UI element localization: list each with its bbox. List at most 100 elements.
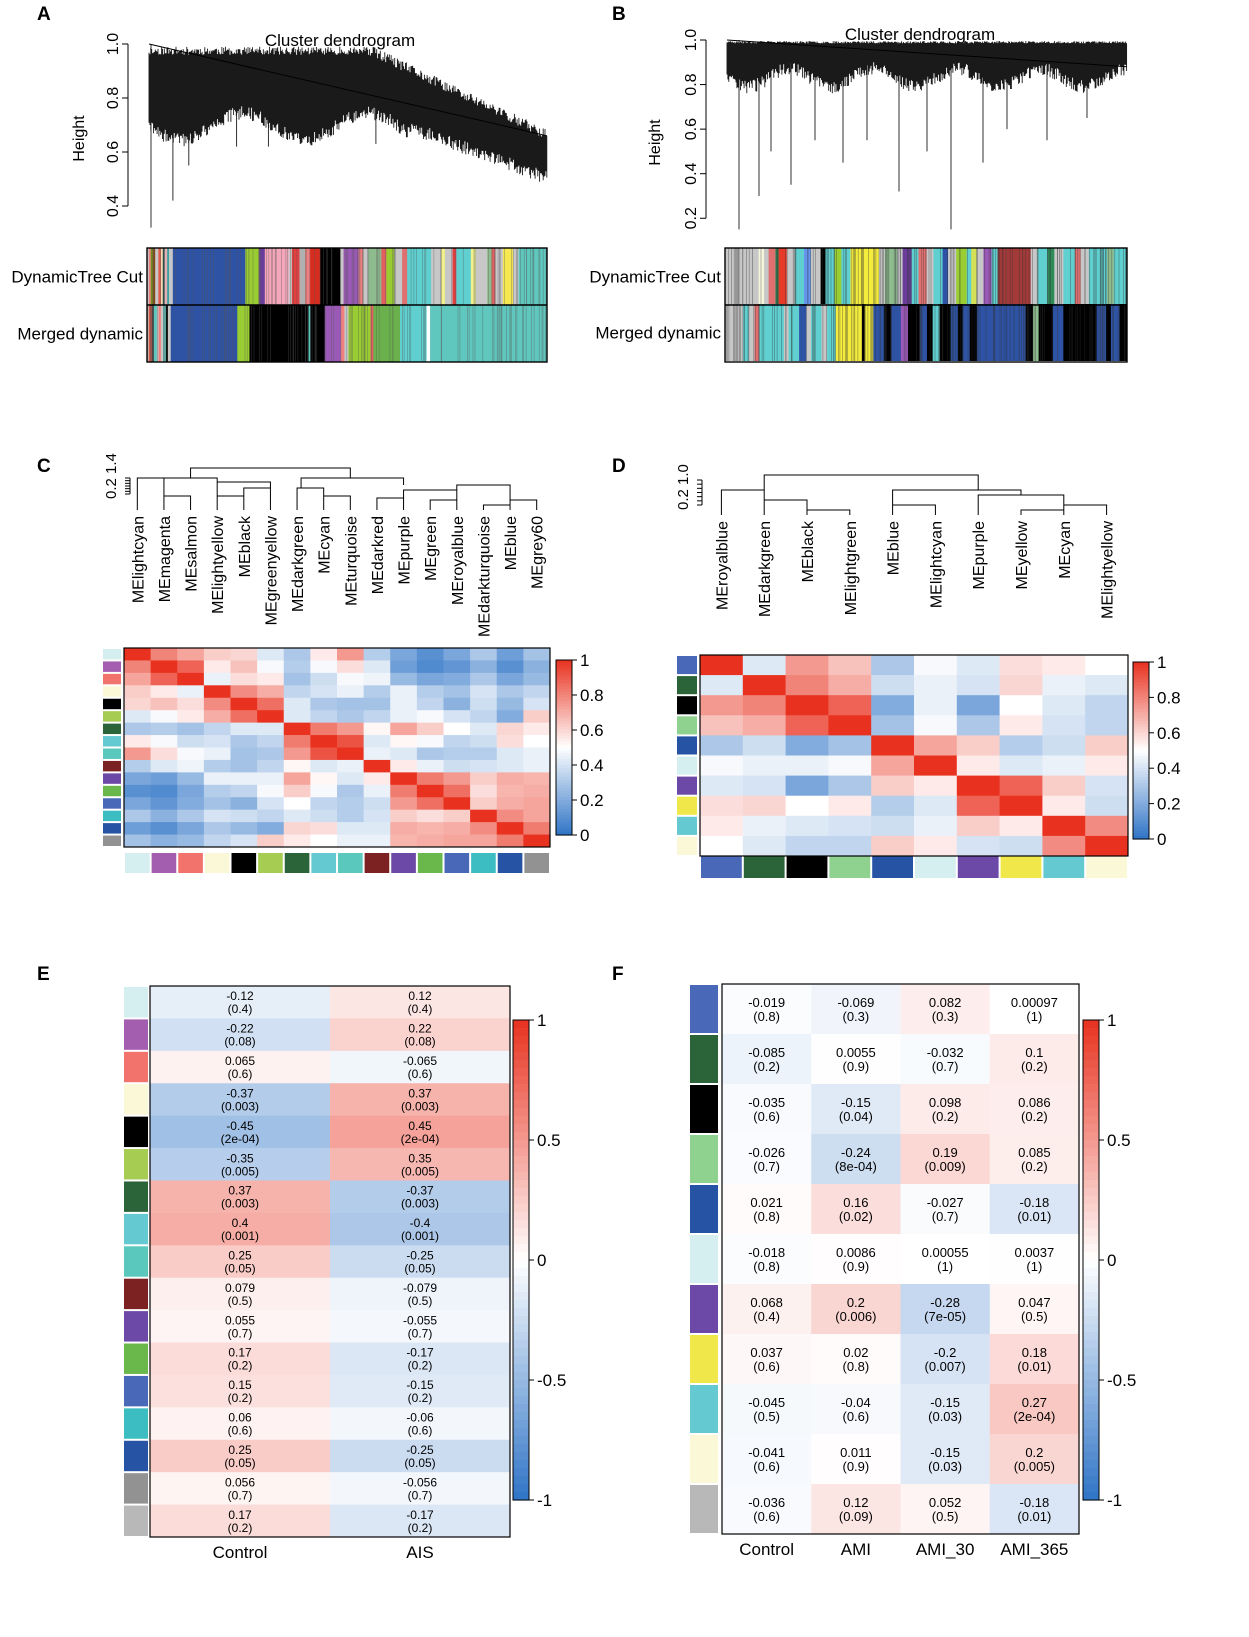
panel-C-row-color [103,723,121,735]
panel-E-colorbar-step [513,1460,529,1469]
panel-E-cell-pvalue: (0.6) [228,1424,253,1438]
panel-F-colorbar-step [1083,1316,1099,1325]
panel-C-row-color [103,649,121,660]
panel-F-cell-pvalue: (0.7) [753,1159,780,1174]
panel-F-cell-pvalue: (0.8) [753,1009,780,1024]
panel-C-heatmap-cell [470,672,498,686]
panel-E-column-label: AIS [406,1543,433,1562]
panel-D-colorbar-step [1133,800,1149,805]
panel-D-heatmap-cell [828,695,872,716]
panel-D-heatmap-cell [742,815,786,837]
panel-C-heatmap-cell [443,697,471,711]
panel-D-heatmap-cell [742,755,786,776]
panel-A-dynamic-row-segment [368,248,382,305]
panel-C-heatmap-cell [283,697,311,711]
panel-D-colorbar-step [1133,694,1149,698]
panel-B-dynamic-row-segment [1063,248,1076,305]
panel-D-heatmap-cell [914,675,958,696]
panel-B-merged-row-segment [891,304,902,361]
panel-D-heatmap-cell [785,715,829,736]
panel-F-cell-value: 0.021 [750,1195,783,1210]
panel-B-merged-row-segment [1038,304,1054,361]
panel-C-heatmap-cell [470,747,498,761]
panel-F-column-label: AMI_365 [1000,1540,1068,1559]
panel-D-heatmap-cell [914,755,958,776]
panel-C-colorbar-step [556,829,572,833]
panel-C-heatmap-cell [124,685,152,699]
panel-E-colorbar-step [513,1148,529,1157]
panel-E-colorbar-step [513,1188,529,1197]
panel-C-heatmap-cell [150,735,178,748]
panel-F-cell-pvalue: (0.6) [753,1459,780,1474]
panel-C-colorbar-step [556,697,572,702]
panel-B-merged-row-segment [962,304,971,361]
panel-C-colorbar-step [556,767,572,772]
panel-F-row-color [690,1185,718,1233]
panel-C-heatmap-cell [416,759,444,773]
panel-F-cell-pvalue: (0.8) [753,1259,780,1274]
panel-C-col-color [417,853,443,873]
panel-F-colorbar-step [1083,1404,1099,1413]
panel-C-heatmap-cell [230,735,258,748]
panel-A-dynamic-row-segment [402,248,408,305]
panel-D-heatmap-cell [700,835,744,857]
panel-C-heatmap-cell [337,759,365,773]
panel-C-heatmap-cell [257,722,285,736]
panel-E-colorbar-step [513,1476,529,1485]
panel-C-heatmap-cell [203,797,231,811]
panel-F-colorbar-step [1083,1484,1099,1493]
panel-C-heatmap-cell [390,822,418,835]
panel-B-dynamic-row-segment [810,248,822,305]
panel-A-dynamic-row-segment [169,248,174,305]
panel-B-dynamic-row-segment [850,248,880,305]
panel-C-heatmap-cell [177,834,205,848]
panel-F-colorbar-label: 0.5 [1107,1131,1131,1150]
panel-C-heatmap-cell [150,797,178,811]
panel-C-colorbar-step [556,738,572,743]
panel-D-heatmap-cell [700,795,744,817]
panel-D-heatmap-cell [700,735,744,756]
panel-B-dynamic-row-segment [966,248,972,305]
panel-B-merged-row-segment [1106,304,1112,361]
panel-F-cell-value: -0.2 [934,1345,956,1360]
panel-D-colorbar-step [1133,662,1149,666]
panel-C-heatmap-cell [203,809,231,823]
panel-B-merged-row-segment [932,304,941,361]
panel-C-heatmap-cell [150,685,178,699]
panel-E-cell-pvalue: (0.7) [228,1488,253,1502]
panel-F-cell-pvalue: (0.5) [753,1409,780,1424]
panel-E-colorbar-step [513,1316,529,1325]
panel-E-cell-value: -0.35 [226,1151,254,1165]
panel-E-cell-pvalue: (0.2) [408,1359,433,1373]
panel-C-colorbar-step [556,671,572,676]
panel-F-cell [722,1184,812,1235]
panel-E-frame [149,985,511,1538]
panel-C-colorbar-label: 0.4 [580,756,604,775]
panel-F-colorbar-step [1083,1028,1099,1037]
panel-F-colorbar-step [1083,1060,1099,1069]
panel-C-heatmap-cell [337,735,365,748]
panel-A-merged-row-segment [310,305,326,362]
panel-C-heatmap-cell [416,809,444,823]
panel-F-letter: F [612,964,624,985]
panel-E-colorbar-step [513,1332,529,1341]
panel-F-cell-pvalue: (0.9) [843,1059,870,1074]
panel-F-colorbar-step [1083,1052,1099,1061]
panel-D-heatmap-cell [999,675,1043,696]
panel-A-dynamic-row-segment [431,248,442,305]
panel-D-colorbar-step [1133,771,1149,775]
panel-C-heatmap-cell [363,672,391,686]
panel-D-colorbar-step [1133,688,1149,693]
panel-E-colorbar-step [513,1228,529,1237]
panel-D-col-color [1043,856,1085,878]
panel-C-heatmap-cell [203,822,231,835]
panel-D-colorbar-step [1133,744,1149,749]
panel-F-cell [722,1134,812,1185]
panel-D-colorbar-step [1133,715,1149,719]
panel-D-colorbar-step [1133,830,1149,834]
panel-D-heatmap-cell [785,655,829,676]
panel-F-cell-value: 0.011 [840,1445,872,1460]
panel-C-colorbar-step [556,756,572,760]
panel-F-cell-value: 0.086 [1018,1095,1051,1110]
panel-E-colorbar-step [513,1156,529,1165]
